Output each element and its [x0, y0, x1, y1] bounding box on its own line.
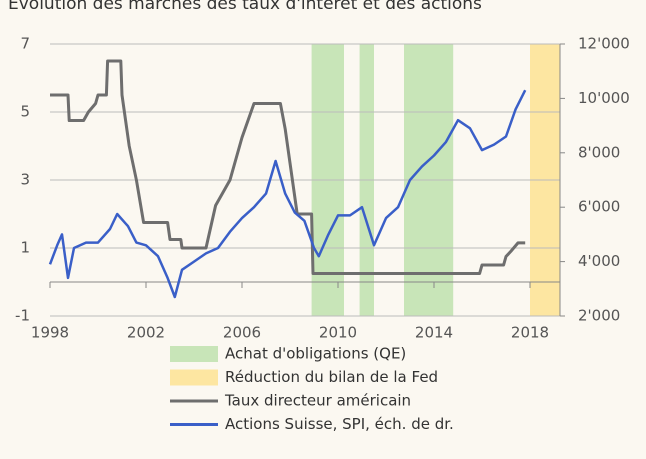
chart-title: Evolution des marchés des taux d'intérêt…	[8, 0, 482, 14]
y-tick-label: -1	[15, 307, 30, 325]
y2-tick-label: 8'000	[578, 143, 620, 161]
legend-label: Taux directeur américain	[224, 392, 411, 410]
y2-tick-label: 6'000	[578, 198, 620, 216]
x-tick-label: 2006	[223, 324, 261, 342]
series-line	[48, 89, 527, 299]
x-tick-label: 2018	[511, 324, 549, 342]
y-tick-label: 1	[20, 239, 30, 257]
x-tick-label: 2010	[319, 324, 357, 342]
x-tick-label: 2002	[127, 324, 165, 342]
y2-tick-label: 4'000	[578, 252, 620, 270]
x-tick-label: 1998	[31, 324, 69, 342]
y2-tick-label: 10'000	[578, 89, 630, 107]
y2-tick-label: 2'000	[578, 307, 620, 325]
legend-swatch	[170, 369, 218, 386]
y2-tick-label: 12'000	[578, 35, 630, 53]
y-tick-label: 3	[20, 171, 30, 189]
legend-label: Réduction du bilan de la Fed	[225, 368, 438, 386]
legend-label: Actions Suisse, SPI, éch. de dr.	[225, 415, 454, 433]
x-tick-label: 2014	[415, 324, 453, 342]
series-line	[50, 59, 526, 275]
legend-swatch	[170, 346, 218, 362]
y-tick-label: 7	[20, 35, 30, 53]
legend-label: Achat d'obligations (QE)	[225, 345, 406, 363]
y-tick-label: 5	[20, 103, 30, 121]
